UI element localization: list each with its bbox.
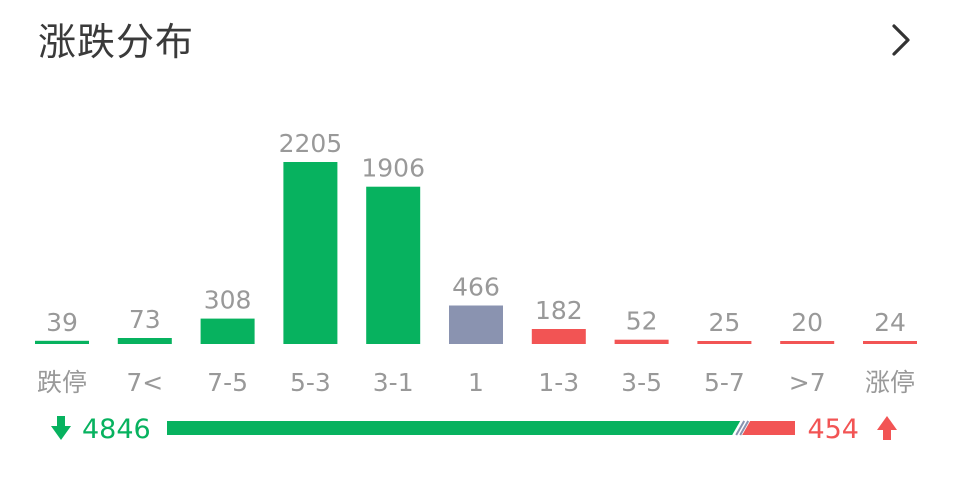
bar-value-label: 308 — [204, 286, 252, 315]
bar — [697, 341, 752, 344]
bar-value-label: 39 — [46, 308, 78, 337]
category-label: 7< — [126, 368, 163, 397]
bar-value-label: 1906 — [361, 154, 425, 183]
bar — [449, 305, 503, 344]
bar-value-label: 24 — [874, 308, 906, 337]
bar — [863, 341, 917, 344]
bar — [614, 339, 669, 344]
arrow-down-icon — [51, 416, 71, 440]
bar-value-label: 466 — [452, 273, 500, 302]
chevron-right-icon[interactable] — [884, 20, 918, 60]
category-label: 5-7 — [704, 368, 745, 397]
ratio-divider — [735, 420, 750, 436]
category-label: 7-5 — [207, 368, 248, 397]
category-label: 1-3 — [538, 368, 579, 397]
category-label: 涨停 — [865, 368, 915, 397]
up-count: 454 — [807, 414, 859, 445]
category-label: 3-5 — [621, 368, 662, 397]
bar-value-label: 25 — [708, 308, 740, 337]
category-label: 3-1 — [373, 368, 414, 397]
arrow-up-icon — [877, 416, 897, 440]
down-ratio-bar — [167, 421, 741, 435]
bar — [117, 338, 172, 344]
page-title: 涨跌分布 — [38, 20, 195, 64]
bar-value-label: 52 — [626, 307, 658, 336]
bar — [531, 329, 586, 344]
bar-value-label: 20 — [791, 308, 823, 337]
bar — [366, 186, 421, 344]
category-label: 1 — [468, 368, 484, 397]
bar-value-label: 73 — [129, 305, 161, 334]
down-count: 4846 — [82, 414, 151, 445]
bar-value-label: 182 — [535, 296, 583, 325]
category-label: >7 — [789, 368, 826, 397]
bar — [283, 162, 338, 344]
bar — [35, 340, 89, 344]
category-label: 跌停 — [37, 368, 87, 397]
bar-value-label: 2205 — [279, 129, 343, 158]
bar — [200, 318, 255, 344]
category-label: 5-3 — [290, 368, 331, 397]
up-ratio-bar — [742, 421, 795, 435]
bar — [780, 341, 835, 344]
